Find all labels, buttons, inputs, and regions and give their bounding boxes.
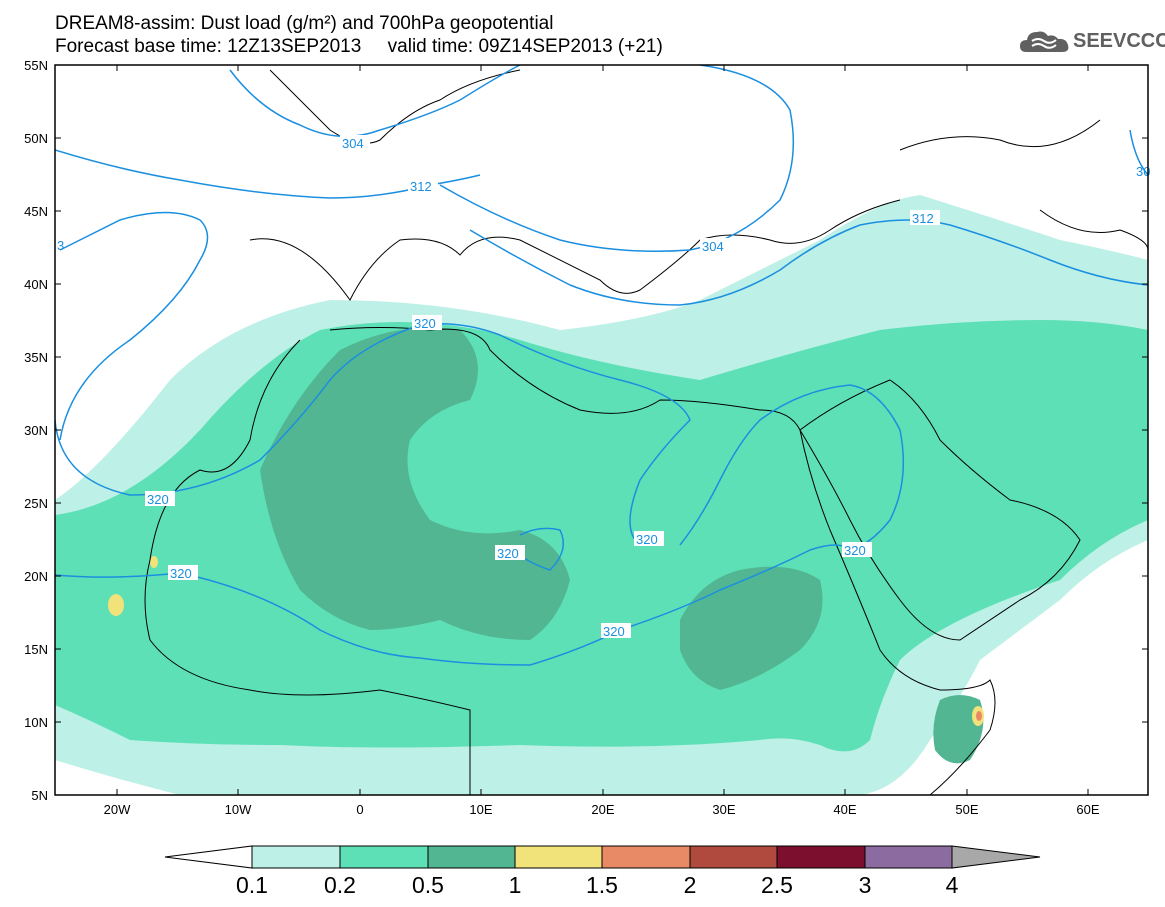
lat-tick-label: 15N: [24, 642, 48, 657]
colorbar-label: 0.5: [412, 872, 444, 898]
coastline-europe: [249, 199, 901, 301]
colorbar-swatch: [339, 845, 429, 869]
seevccc-logo: SEEVCCC: [1018, 26, 1165, 56]
contour-320-south: [55, 544, 851, 666]
colorbar-swatch: [689, 845, 778, 869]
lon-tick-label: 60E: [1076, 802, 1099, 817]
colorbar-label: 3: [859, 872, 872, 898]
contour-label: 320: [170, 566, 192, 581]
dust-level-dark: [260, 327, 570, 640]
lat-tick-label: 55N: [24, 58, 48, 73]
lat-tick-label: 25N: [24, 496, 48, 511]
colorbar-swatch: [864, 845, 953, 869]
lon-axis: [116, 65, 1089, 795]
lat-tick-label: 10N: [24, 715, 48, 730]
dust-level-high: [108, 594, 124, 616]
lon-tick-label: 20E: [591, 802, 614, 817]
colorbar-high-arrow: [951, 845, 1041, 869]
lat-tick-label: 40N: [24, 277, 48, 292]
colorbar-label: 0.1: [236, 872, 268, 898]
contour-label: 320: [414, 316, 436, 331]
logo-text: SEEVCCC: [1073, 30, 1165, 52]
contour-320-east: [679, 384, 905, 551]
dust-level-dark: [933, 695, 984, 764]
cloud-icon: [1020, 31, 1069, 52]
map-title: DREAM8-assim: Dust load (g/m²) and 700hP…: [55, 13, 554, 34]
colorbar-swatch: [776, 845, 866, 869]
dust-field: [55, 195, 1148, 795]
colorbar-label: 2: [684, 872, 697, 898]
lat-axis: [55, 137, 1148, 723]
lon-tick-label: 0: [356, 802, 363, 817]
contour-label: 320: [147, 492, 169, 507]
contour-ne: [1129, 129, 1148, 176]
colorbar-swatch: [251, 845, 341, 869]
lat-tick-label: 5N: [31, 788, 48, 803]
contour-label: 304: [702, 239, 724, 254]
contour-label: 304: [342, 136, 364, 151]
dust-level-dark: [680, 566, 823, 690]
contour-label: 312: [912, 211, 934, 226]
colorbar-label: 0.2: [324, 872, 356, 898]
contour-labels: 304 312 304 312 320 320 320 320 320 320 …: [57, 135, 1150, 639]
lon-tick-label: 20W: [104, 802, 131, 817]
forecast-time-subtitle: Forecast base time: 12Z13SEP2013 valid t…: [55, 36, 663, 57]
colorbar-label: 2.5: [761, 872, 793, 898]
lon-tick-label: 30E: [712, 802, 735, 817]
contour-320-north: [59, 211, 209, 441]
colorbar: [164, 845, 1041, 869]
lon-tick-label: 10E: [469, 802, 492, 817]
lat-tick-label: 45N: [24, 204, 48, 219]
lat-tick-labels: 55N 50N 45N 40N 35N 30N 25N 20N 15N 10N …: [24, 58, 48, 803]
lon-tick-label: 10W: [225, 802, 252, 817]
colorbar-label: 4: [946, 872, 959, 898]
lat-tick-label: 30N: [24, 423, 48, 438]
colorbar-labels: 0.1 0.2 0.5 1 1.5 2 2.5 3 4: [236, 872, 959, 898]
contour-label: 320: [844, 543, 866, 558]
lat-tick-label: 35N: [24, 350, 48, 365]
colorbar-swatch: [514, 845, 603, 869]
lat-tick-label: 20N: [24, 569, 48, 584]
coastlines: [144, 69, 1148, 795]
lat-tick-label: 50N: [24, 131, 48, 146]
colorbar-label: 1.5: [586, 872, 618, 898]
coastline-north: [269, 69, 1148, 251]
colorbar-swatch: [601, 845, 691, 869]
colorbar-swatch: [427, 845, 516, 869]
lon-tick-labels: 20W 10W 0 10E 20E 30E 40E 50E 60E: [104, 802, 1100, 817]
contour-304-central: [439, 65, 795, 252]
lon-tick-label: 40E: [833, 802, 856, 817]
colorbar-label: 1: [509, 872, 522, 898]
lon-tick-label: 50E: [955, 802, 978, 817]
contour-label: 320: [603, 624, 625, 639]
contour-label: 320: [636, 532, 658, 547]
dust-level-high: [150, 556, 158, 568]
contour-label: 312: [410, 179, 432, 194]
colorbar-low-arrow: [164, 845, 253, 869]
contour-label: 3: [57, 238, 64, 253]
contour-label: 30: [1136, 164, 1150, 179]
contour-label: 320: [497, 546, 519, 561]
contour-312-east: [469, 219, 1148, 306]
contour-304-west: [229, 65, 521, 138]
dust-level-very-high: [976, 711, 982, 721]
